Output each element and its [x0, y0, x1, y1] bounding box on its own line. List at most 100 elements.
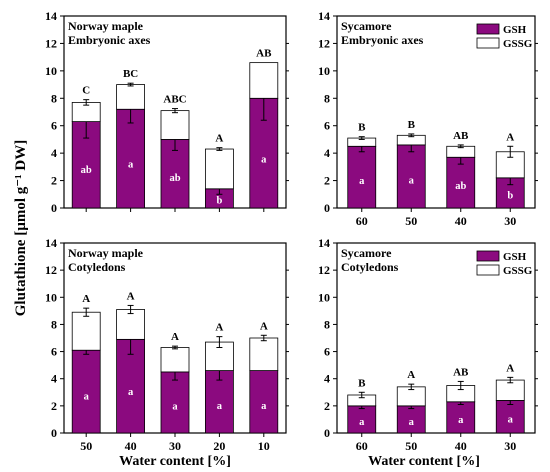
gsh-significance-label: a	[261, 155, 267, 166]
panel-title: Cotyledons	[341, 260, 399, 274]
bar-gsh	[160, 371, 190, 434]
y-tick-label: 6	[324, 119, 330, 133]
x-axis-label-left: Water content [%]	[119, 454, 231, 469]
x-tick-label: 40	[455, 214, 467, 228]
gsh-significance-label: a	[359, 176, 365, 187]
bar-gssg	[160, 347, 190, 373]
x-tick-label: 60	[356, 214, 368, 228]
total-significance-label: ABC	[163, 94, 186, 106]
total-significance-label: A	[215, 322, 223, 334]
panel-title: Embryonic axes	[68, 33, 151, 47]
gsh-significance-label: a	[458, 415, 464, 426]
gsh-significance-label: ab	[455, 181, 466, 192]
total-significance-label: A	[260, 320, 268, 332]
y-tick-label: 12	[318, 36, 330, 50]
gsh-significance-label: a	[84, 392, 90, 403]
bar-gssg	[160, 110, 190, 140]
y-tick-label: 2	[51, 174, 57, 188]
panel-title: Norway maple	[68, 246, 144, 260]
y-tick-label: 0	[324, 201, 330, 215]
total-significance-label: A	[127, 290, 135, 302]
total-significance-label: B	[358, 377, 366, 389]
gsh-significance-label: ab	[81, 165, 92, 176]
x-tick-label: 30	[504, 439, 516, 453]
legend-swatch-gsh	[476, 250, 500, 262]
x-tick-label: 50	[405, 214, 417, 228]
gsh-significance-label: a	[217, 401, 223, 412]
total-significance-label: A	[407, 369, 415, 381]
y-tick-label: 12	[45, 36, 57, 50]
y-tick-label: 10	[318, 290, 330, 304]
y-tick-label: 10	[45, 290, 57, 304]
y-tick-label: 8	[51, 317, 57, 331]
y-tick-label: 0	[51, 201, 57, 215]
bar-gssg	[116, 309, 145, 340]
panel-title: Sycamore	[341, 19, 392, 33]
gsh-significance-label: a	[409, 176, 415, 187]
gsh-significance-label: a	[261, 401, 267, 412]
legend-entry: GSSG	[503, 38, 533, 50]
total-significance-label: AB	[453, 366, 469, 378]
total-significance-label: A	[215, 133, 223, 145]
y-tick-label: 8	[324, 91, 330, 105]
gsh-significance-label: a	[359, 417, 365, 428]
y-tick-label: 8	[324, 317, 330, 331]
total-significance-label: A	[506, 131, 514, 143]
gsh-significance-label: a	[128, 387, 134, 398]
gsh-significance-label: b	[216, 195, 222, 206]
total-significance-label: C	[82, 85, 90, 97]
y-tick-label: 14	[318, 236, 330, 250]
y-tick-label: 12	[318, 263, 330, 277]
bar-gssg	[71, 311, 101, 351]
bar-gsh	[495, 400, 525, 434]
bar-gsh	[204, 370, 234, 434]
x-axis-label-right: Water content [%]	[368, 454, 480, 469]
gsh-significance-label: a	[409, 417, 415, 428]
y-tick-label: 12	[45, 263, 57, 277]
panel-title: Norway maple	[68, 19, 144, 33]
gsh-significance-label: a	[508, 414, 514, 425]
y-tick-label: 14	[45, 236, 57, 250]
total-significance-label: AB	[256, 48, 272, 60]
bar-gssg	[249, 62, 279, 99]
x-tick-label: 60	[356, 439, 368, 453]
legend-swatch-gsh	[476, 23, 500, 35]
y-tick-label: 10	[45, 64, 57, 78]
legend-swatch-gssg	[476, 264, 500, 276]
x-tick-label: 30	[504, 214, 516, 228]
y-tick-label: 10	[318, 64, 330, 78]
plot-frame	[336, 242, 536, 434]
y-axis-label: Glutathione [µmol g⁻¹ DW]	[13, 140, 29, 316]
gsh-significance-label: b	[507, 190, 513, 201]
panel-title: Sycamore	[341, 246, 392, 260]
total-significance-label: BC	[123, 68, 138, 80]
y-tick-label: 4	[324, 146, 330, 160]
y-tick-label: 6	[51, 119, 57, 133]
legend-entry: GSH	[503, 24, 527, 36]
y-tick-label: 2	[324, 174, 330, 188]
x-tick-label: 20	[213, 439, 225, 453]
y-tick-label: 6	[51, 345, 57, 359]
legend-swatch-gssg	[476, 37, 500, 49]
x-tick-label: 30	[169, 439, 181, 453]
x-tick-label: 10	[258, 439, 270, 453]
bar-gsh	[347, 405, 377, 434]
y-tick-label: 14	[318, 9, 330, 23]
y-tick-label: 4	[51, 146, 57, 160]
bar-gsh	[116, 338, 145, 434]
legend-entry: GSSG	[503, 265, 533, 277]
gsh-significance-label: a	[128, 160, 134, 171]
x-tick-label: 50	[405, 439, 417, 453]
panel-title: Cotyledons	[68, 260, 126, 274]
total-significance-label: A	[171, 331, 179, 343]
bar-gssg	[116, 84, 145, 110]
panel-title: Embryonic axes	[341, 33, 424, 47]
y-tick-label: 0	[51, 426, 57, 440]
y-tick-label: 0	[324, 426, 330, 440]
gsh-significance-label: ab	[169, 173, 180, 184]
